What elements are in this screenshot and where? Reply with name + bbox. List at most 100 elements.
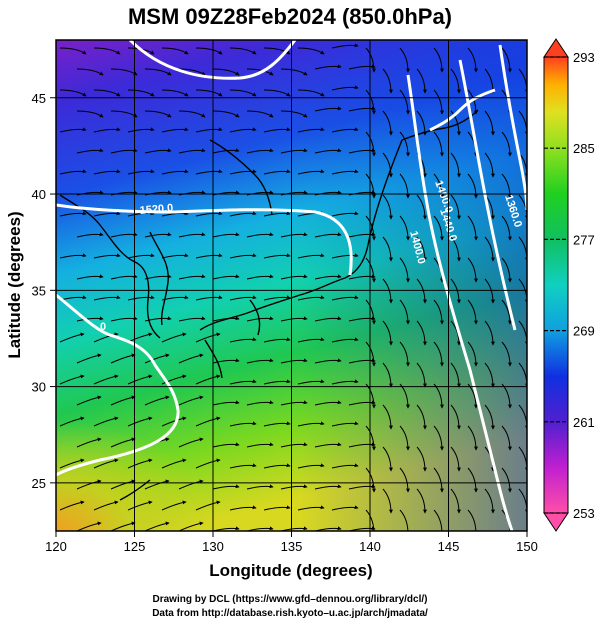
streamline (127, 169, 155, 175)
streamline (263, 505, 291, 511)
streamline (501, 173, 512, 199)
streamline (59, 89, 87, 97)
streamline (297, 253, 325, 259)
streamline (450, 362, 461, 388)
streamline (484, 488, 495, 514)
streamline (229, 253, 257, 259)
streamline (484, 278, 495, 304)
streamline (331, 421, 359, 427)
streamline (467, 341, 478, 367)
streamline (144, 232, 172, 238)
streamline (76, 479, 102, 490)
streamline (450, 488, 461, 514)
y-axis-ticks: 25 30 35 40 45 (32, 91, 56, 491)
streamline (76, 274, 104, 280)
streamline (195, 169, 223, 175)
streamline (280, 316, 308, 322)
streamline (93, 374, 119, 385)
streamline (76, 437, 102, 448)
streamline (93, 127, 121, 133)
streamline (399, 299, 410, 325)
streamline (416, 362, 427, 388)
streamline (382, 110, 393, 136)
streamline (382, 488, 393, 514)
contour-label-0: 0 (100, 321, 106, 333)
streamline (450, 194, 461, 220)
streamline (450, 68, 461, 94)
streamline (195, 500, 221, 511)
streamline (433, 131, 444, 157)
streamline (76, 148, 104, 154)
streamline (399, 89, 410, 115)
streamline (93, 458, 119, 469)
x-tick-label: 120 (45, 539, 67, 554)
streamline (297, 169, 325, 175)
streamline (314, 274, 342, 280)
streamline (297, 47, 325, 55)
streamline (484, 404, 495, 430)
streamline (450, 404, 461, 430)
streamline (93, 500, 119, 511)
streamline (416, 278, 427, 304)
streamline (433, 215, 444, 241)
streamline (195, 374, 221, 385)
streamline (212, 148, 240, 154)
streamline (212, 232, 240, 238)
streamline (246, 148, 274, 154)
streamline (382, 278, 393, 304)
plot-area: 1520.0 1400.0 1440.0 1400.0 1360.0 0 (56, 40, 527, 531)
streamline (484, 110, 495, 136)
credit-data-source: Data from http://database.rish.kyoto–u.a… (152, 608, 428, 619)
streamline (127, 89, 155, 97)
colorbar-tick-label: 269 (573, 324, 595, 339)
credit-drawing: Drawing by DCL (https://www.gfd–dennou.o… (152, 594, 427, 605)
streamline (467, 299, 478, 325)
x-tick-label: 145 (438, 539, 460, 554)
streamline (416, 194, 427, 220)
streamline (348, 106, 376, 112)
streamline (297, 127, 325, 133)
streamline (297, 295, 325, 301)
streamline (433, 383, 444, 409)
streamline (263, 89, 291, 97)
streamline (348, 484, 376, 490)
streamline (110, 232, 138, 238)
streamline (382, 236, 393, 262)
streamline (263, 253, 291, 259)
y-tick-label: 35 (32, 283, 46, 298)
streamline (93, 253, 121, 259)
streamline (297, 89, 325, 97)
streamline (76, 353, 102, 364)
streamline (178, 148, 206, 154)
streamline (348, 442, 376, 448)
streamline (212, 358, 240, 364)
streamline (297, 463, 325, 469)
streamline (348, 358, 376, 364)
streamline (416, 68, 427, 94)
streamline (467, 257, 478, 283)
streamline (501, 425, 512, 451)
streamline (93, 416, 119, 427)
streamline (467, 467, 478, 493)
streamline (229, 127, 257, 133)
streamline (127, 374, 153, 385)
streamline (331, 337, 359, 343)
streamline (212, 442, 240, 448)
streamline (229, 169, 257, 175)
streamline (501, 215, 512, 241)
streamline (93, 295, 121, 301)
streamline (212, 110, 240, 118)
streamline (110, 479, 136, 490)
streamline (314, 442, 342, 448)
streamline (246, 316, 274, 322)
streamline (59, 47, 87, 55)
streamline (195, 47, 223, 55)
streamline (263, 379, 291, 385)
x-axis-ticks: 120 125 130 135 140 145 150 (45, 531, 538, 554)
streamline (467, 173, 478, 199)
streamline (365, 425, 376, 451)
streamline (144, 148, 172, 154)
streamline (433, 467, 444, 493)
streamline (383, 530, 384, 531)
streamline (399, 467, 410, 493)
